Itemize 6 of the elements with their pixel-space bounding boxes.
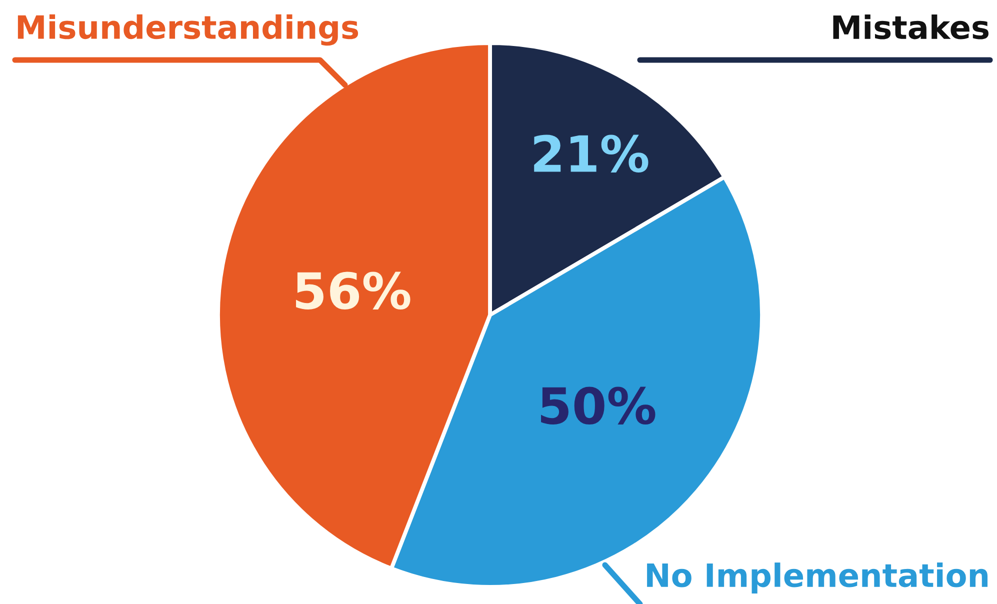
slice-label: Mistakes <box>833 14 988 40</box>
data-label: 21% <box>534 134 648 173</box>
slice-label: No Implementation <box>647 562 988 594</box>
data-label: 56% <box>296 272 410 310</box>
slice-label: Misunderstandings <box>18 14 358 46</box>
data-label: 50% <box>541 386 656 425</box>
